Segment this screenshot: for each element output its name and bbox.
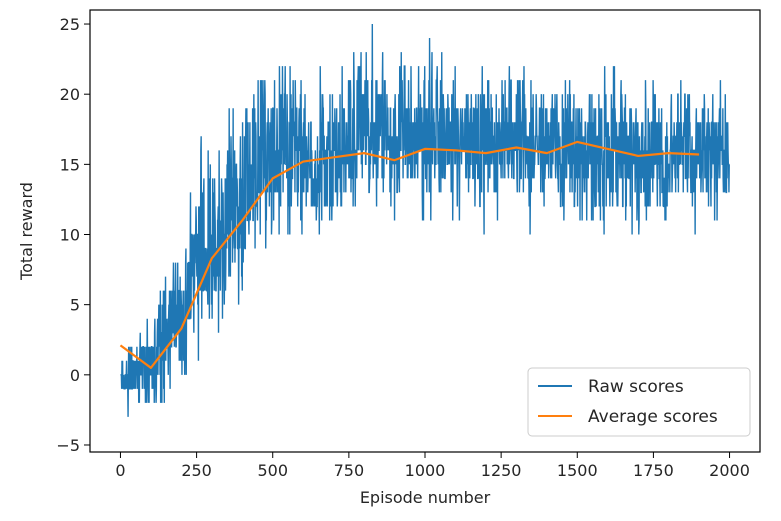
y-tick-label: 5 [70,296,80,315]
x-axis-label: Episode number [360,488,491,507]
raw-scores-line [120,24,730,417]
legend: Raw scores Average scores [527,367,751,437]
y-tick-label: 10 [60,226,80,245]
x-tick-label: 1250 [481,461,522,480]
y-tick-label: 15 [60,155,80,174]
x-tick-label: 1750 [633,461,674,480]
x-tick-label: 2000 [709,461,750,480]
y-tick-label: −5 [56,436,80,455]
y-tick-label: 25 [60,15,80,34]
x-axis: 0 250 500 750 1000 1250 1500 1750 2000 [115,452,750,480]
legend-box [527,367,751,437]
y-axis: −5 0 5 10 15 20 25 [56,15,90,455]
y-tick-label: 0 [70,366,80,385]
x-tick-label: 1000 [405,461,446,480]
legend-label-average-scores: Average scores [588,407,718,427]
y-axis-label: Total reward [17,182,36,281]
y-tick-label: 20 [60,85,80,104]
x-tick-label: 750 [334,461,365,480]
legend-label-raw-scores: Raw scores [588,377,684,397]
average-scores-line [119,140,700,369]
x-tick-label: 0 [115,461,125,480]
x-tick-label: 1500 [557,461,598,480]
x-tick-label: 500 [257,461,288,480]
series-layer [119,24,730,417]
x-tick-label: 250 [181,461,212,480]
